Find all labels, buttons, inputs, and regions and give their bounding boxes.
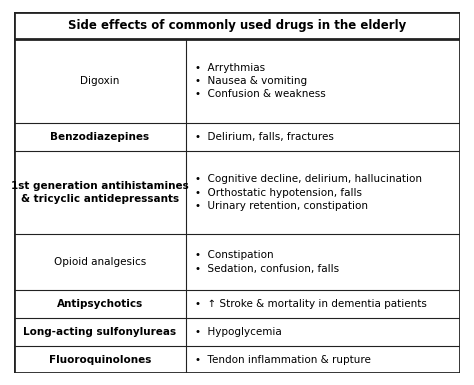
Text: Benzodiazepines: Benzodiazepines [50, 132, 150, 142]
Text: Long-acting sulfonylureas: Long-acting sulfonylureas [23, 327, 176, 337]
Text: •  Tendon inflammation & rupture: • Tendon inflammation & rupture [195, 355, 371, 365]
Text: Antipsychotics: Antipsychotics [57, 299, 143, 309]
Text: •  Delirium, falls, fractures: • Delirium, falls, fractures [195, 132, 334, 142]
Text: •  Cognitive decline, delirium, hallucination
•  Orthostatic hypotension, falls
: • Cognitive decline, delirium, hallucina… [195, 174, 422, 211]
Text: •  Hypoglycemia: • Hypoglycemia [195, 327, 282, 337]
Text: Digoxin: Digoxin [80, 76, 119, 86]
Text: 1st generation antihistamines
& tricyclic antidepressants: 1st generation antihistamines & tricycli… [11, 181, 189, 204]
Text: Opioid analgesics: Opioid analgesics [54, 257, 146, 267]
Text: Side effects of commonly used drugs in the elderly: Side effects of commonly used drugs in t… [68, 19, 406, 32]
Text: Fluoroquinolones: Fluoroquinolones [49, 355, 151, 365]
Text: •  Arrythmias
•  Nausea & vomiting
•  Confusion & weakness: • Arrythmias • Nausea & vomiting • Confu… [195, 63, 326, 99]
Text: •  Constipation
•  Sedation, confusion, falls: • Constipation • Sedation, confusion, fa… [195, 251, 339, 274]
Text: •  ↑ Stroke & mortality in dementia patients: • ↑ Stroke & mortality in dementia patie… [195, 299, 427, 309]
